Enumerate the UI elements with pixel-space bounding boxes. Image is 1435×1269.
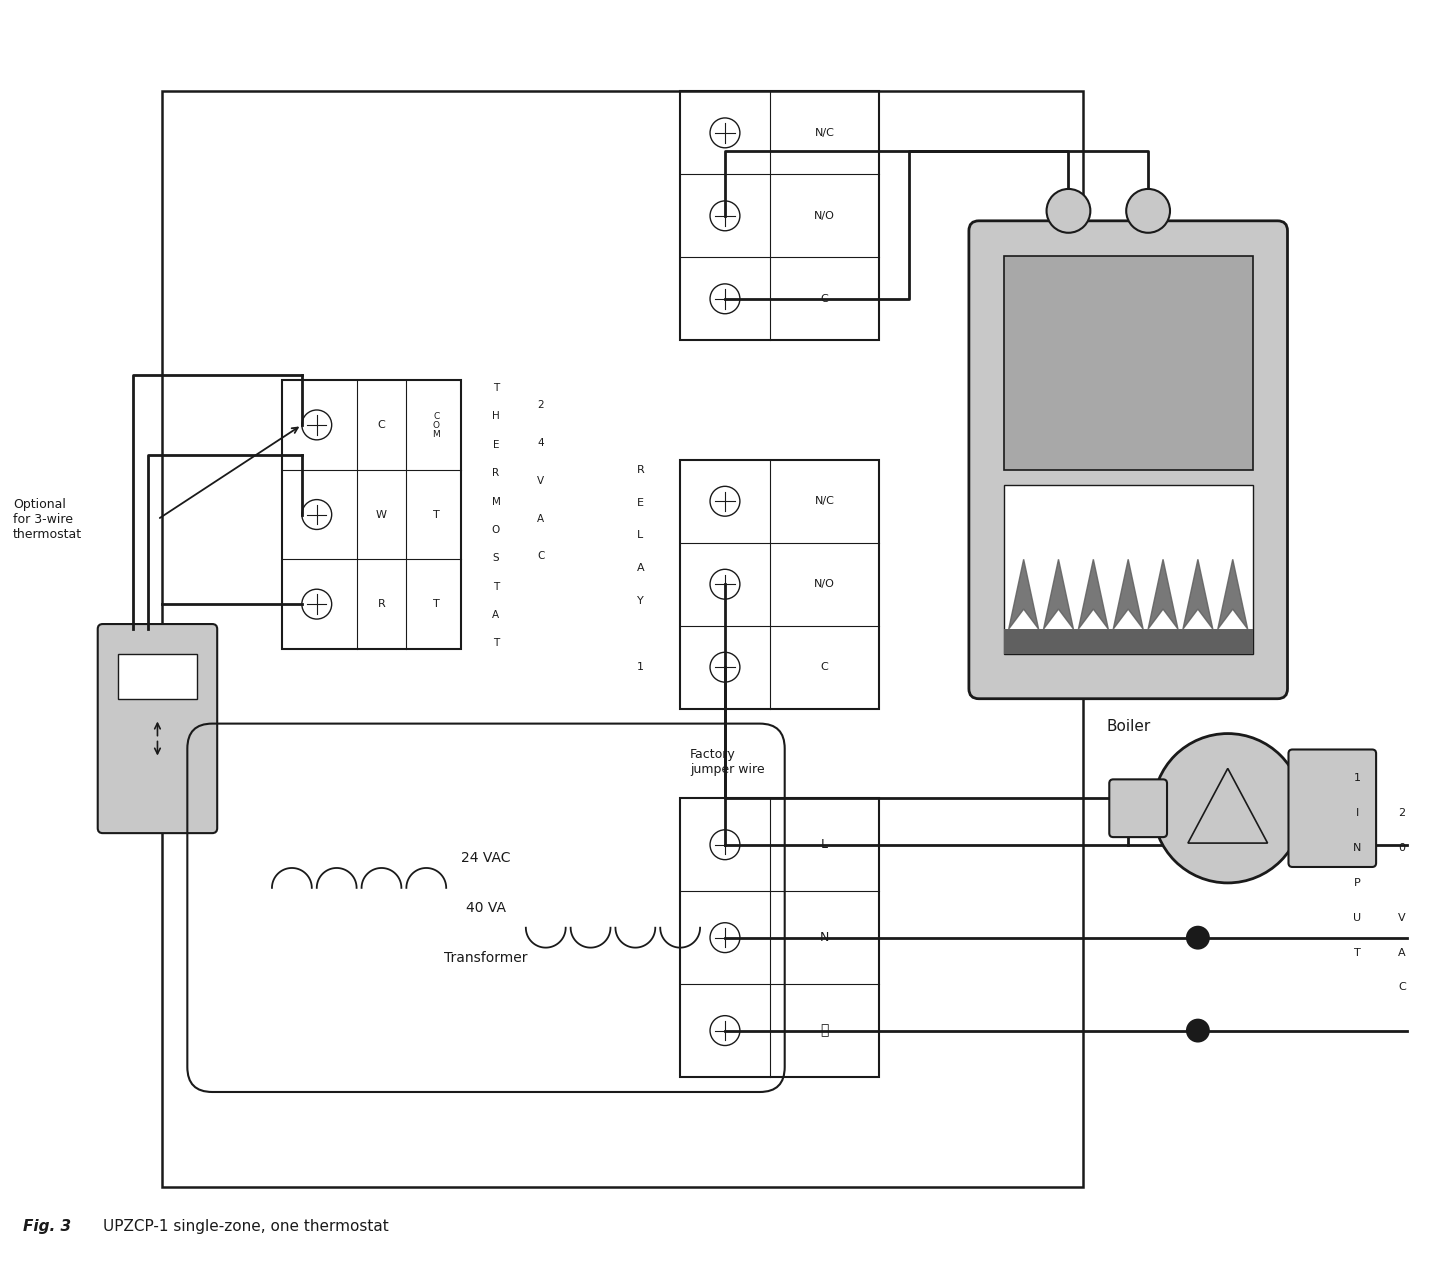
Circle shape [1185,1019,1210,1043]
Text: R: R [492,468,499,478]
Text: N/O: N/O [814,579,835,589]
Text: L: L [637,530,643,541]
Text: 40 VA: 40 VA [466,901,507,915]
Text: A: A [637,563,644,574]
Text: Boiler: Boiler [1106,718,1151,733]
Circle shape [1126,189,1170,232]
Text: 1: 1 [637,662,644,671]
Polygon shape [1148,560,1178,629]
Circle shape [1046,189,1091,232]
Text: C: C [821,662,828,673]
Text: E: E [492,440,499,449]
Text: R: R [377,599,386,609]
Text: O: O [433,421,439,430]
Bar [1003,629,1253,654]
Circle shape [1185,925,1210,949]
Polygon shape [1079,560,1108,629]
Circle shape [1154,733,1303,883]
Text: Factory
jumper wire: Factory jumper wire [690,749,765,777]
Text: S: S [492,553,499,563]
FancyBboxPatch shape [969,221,1287,699]
Text: C: C [377,420,386,430]
Text: I: I [1356,808,1359,819]
Text: T: T [433,510,439,519]
Bar [1003,255,1253,470]
Bar [281,381,461,648]
Polygon shape [1182,560,1213,629]
Text: C: C [821,294,828,303]
Bar [680,798,880,1077]
Text: Y: Y [637,596,644,607]
Text: V: V [1398,912,1406,923]
Text: ⏚: ⏚ [821,1024,829,1038]
Bar [118,654,197,699]
Text: C: C [537,551,544,561]
Text: M: M [492,496,501,506]
Bar [680,459,880,708]
Polygon shape [1218,560,1247,629]
Text: M: M [432,430,441,439]
Text: N/C: N/C [815,128,835,138]
Text: A: A [1398,948,1406,958]
Text: Optional
for 3-wire
thermostat: Optional for 3-wire thermostat [13,497,82,541]
Text: V: V [537,476,544,486]
Text: E: E [637,497,644,508]
Text: T: T [433,599,439,609]
Text: L: L [821,839,828,851]
FancyBboxPatch shape [1109,779,1167,838]
Text: T: T [492,581,499,591]
Text: T: T [492,638,499,648]
Text: UPZCP-1 single-zone, one thermostat: UPZCP-1 single-zone, one thermostat [103,1220,389,1233]
Text: 4: 4 [538,438,544,448]
Text: N: N [1353,843,1362,853]
Polygon shape [1009,560,1039,629]
Text: A: A [537,514,544,524]
Polygon shape [1043,560,1073,629]
FancyBboxPatch shape [1289,750,1376,867]
Text: C: C [1398,982,1406,992]
Polygon shape [1114,560,1144,629]
Text: 2: 2 [1399,808,1405,819]
Text: T: T [492,383,499,393]
Text: N/C: N/C [815,496,835,506]
Text: 0: 0 [1399,843,1405,853]
Text: Fig. 3: Fig. 3 [23,1220,72,1233]
Bar [680,91,880,340]
Text: H: H [492,411,499,421]
Text: C: C [433,412,439,421]
Text: O: O [492,525,501,536]
Text: P: P [1353,878,1360,888]
Bar [1003,485,1253,654]
Text: N: N [819,931,829,944]
Text: 2: 2 [538,400,544,410]
Text: N/O: N/O [814,211,835,221]
FancyBboxPatch shape [98,624,217,834]
Text: R: R [637,464,644,475]
Text: U: U [1353,912,1362,923]
Text: W: W [376,510,387,519]
Polygon shape [1188,769,1267,843]
Text: 24 VAC: 24 VAC [461,851,511,865]
Text: A: A [492,610,499,621]
Text: 1: 1 [1353,773,1360,783]
Bar [162,91,1083,1187]
Text: Transformer: Transformer [445,950,528,964]
Text: T: T [1353,948,1360,958]
